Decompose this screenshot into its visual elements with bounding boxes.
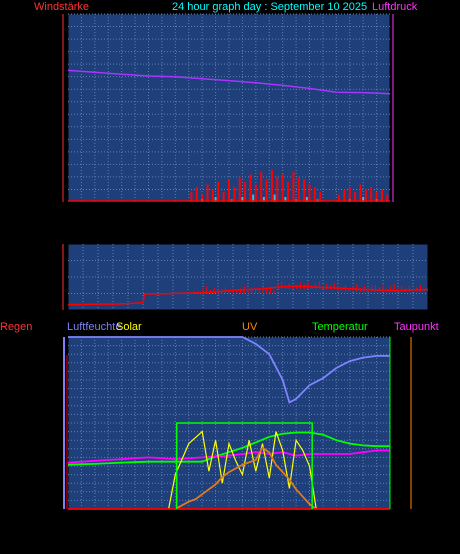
temperatur-label: Temperatur xyxy=(312,321,368,333)
multi-panel xyxy=(63,336,412,510)
luftdruck-line xyxy=(67,69,391,95)
luftdruck-label: Luftdruck xyxy=(372,1,418,13)
panel3-series xyxy=(67,336,390,510)
temperatur-line xyxy=(67,431,390,466)
solar-line xyxy=(168,430,317,510)
page-title: 24 hour graph day : September 10 2025 xyxy=(172,1,367,13)
panel1-series xyxy=(67,69,391,202)
taupunkt-label: Taupunkt xyxy=(394,321,439,333)
uv-line xyxy=(174,446,317,510)
wind-pressure-panel xyxy=(62,13,394,203)
luftfeuchte-label: Luftfeuchte xyxy=(67,321,121,333)
windstaerke-label: Windstärke xyxy=(34,1,89,13)
solar-envelope xyxy=(175,422,313,509)
regen-label: Regen xyxy=(0,321,32,333)
wind-direction-panel xyxy=(62,243,429,311)
panel2-series xyxy=(68,281,429,306)
panel1-grid xyxy=(68,13,390,202)
luftfeuchte-line xyxy=(68,336,390,404)
panel2-grid xyxy=(68,244,428,310)
uv-label: UV xyxy=(242,321,258,333)
solar-label: Solar xyxy=(116,321,142,333)
